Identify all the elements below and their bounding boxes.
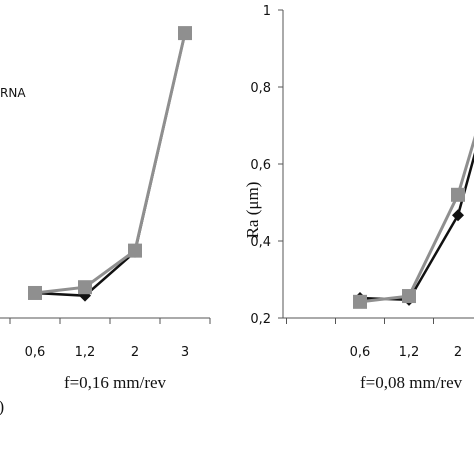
x-axis-label: f=0,08 mm/rev [360, 373, 463, 392]
y-tick-label: 0,2 [250, 312, 271, 327]
series-line [34, 32, 187, 295]
series-line [359, 152, 474, 302]
x-tick-label: 2 [131, 345, 139, 360]
x-tick-label: 0,6 [25, 345, 46, 360]
y-tick-label: 0,4 [250, 235, 271, 250]
x-tick-label: 2 [454, 345, 462, 360]
series-line [359, 135, 474, 304]
marker [78, 280, 92, 295]
x-axis-label: f=0,16 mm/rev [64, 373, 167, 392]
marker [402, 289, 416, 304]
marker [452, 209, 464, 222]
panel-label: a) [0, 397, 4, 416]
legend-text: RNA [0, 86, 26, 100]
x-tick-label: 1,2 [75, 345, 96, 360]
marker [353, 294, 367, 309]
marker [451, 187, 465, 202]
y-axis-label: Ra (μm) [243, 182, 262, 239]
x-tick-label: 1,2 [399, 345, 420, 360]
y-tick-label: 0,6 [250, 158, 271, 173]
x-tick-label: 3 [181, 345, 189, 360]
y-tick-label: 1 [263, 4, 271, 19]
marker [28, 285, 42, 300]
marker [128, 243, 142, 258]
x-tick-label: 0,6 [350, 345, 371, 360]
series-line [34, 32, 187, 297]
y-tick-label: 0,8 [250, 81, 271, 96]
marker [178, 26, 192, 41]
